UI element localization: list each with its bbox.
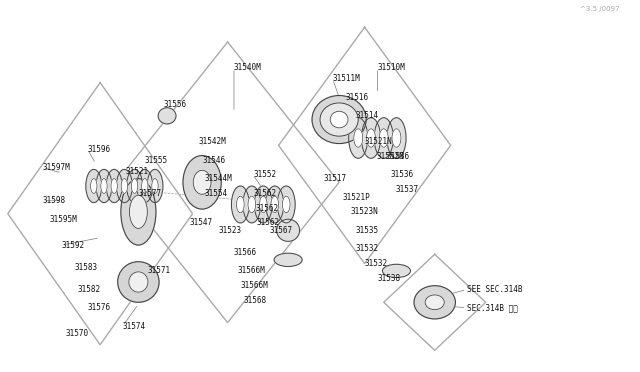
Ellipse shape bbox=[118, 262, 159, 302]
Ellipse shape bbox=[127, 169, 143, 203]
Text: 31523N: 31523N bbox=[351, 207, 378, 217]
Text: 31597M: 31597M bbox=[43, 163, 70, 172]
Text: 31514: 31514 bbox=[355, 111, 378, 121]
Ellipse shape bbox=[131, 179, 138, 193]
Text: 31555: 31555 bbox=[145, 155, 168, 165]
Ellipse shape bbox=[248, 196, 255, 213]
Ellipse shape bbox=[116, 169, 132, 203]
Text: 31562: 31562 bbox=[257, 218, 280, 227]
Ellipse shape bbox=[237, 196, 244, 213]
Text: 31552N: 31552N bbox=[376, 152, 404, 161]
Text: 31571: 31571 bbox=[148, 266, 171, 275]
Text: 31582: 31582 bbox=[78, 285, 101, 294]
Ellipse shape bbox=[193, 170, 211, 194]
Ellipse shape bbox=[121, 179, 156, 245]
Text: ^3.5 /0097: ^3.5 /0097 bbox=[580, 6, 620, 13]
Ellipse shape bbox=[243, 186, 260, 223]
Ellipse shape bbox=[330, 111, 348, 128]
Text: 31540M: 31540M bbox=[234, 63, 262, 72]
Text: 31568: 31568 bbox=[244, 296, 267, 305]
Text: 31542M: 31542M bbox=[199, 137, 227, 146]
Ellipse shape bbox=[362, 118, 381, 158]
Ellipse shape bbox=[276, 219, 300, 241]
Text: SEE SEC.314B: SEE SEC.314B bbox=[467, 285, 522, 294]
Text: 31566: 31566 bbox=[234, 248, 257, 257]
Ellipse shape bbox=[91, 179, 97, 193]
Text: 31535: 31535 bbox=[355, 226, 378, 235]
Text: 31595M: 31595M bbox=[49, 215, 77, 224]
Ellipse shape bbox=[320, 103, 358, 136]
Ellipse shape bbox=[274, 253, 302, 266]
Text: 31554: 31554 bbox=[204, 189, 227, 198]
Ellipse shape bbox=[86, 169, 102, 203]
Text: 31544M: 31544M bbox=[204, 174, 232, 183]
Ellipse shape bbox=[106, 169, 122, 203]
Ellipse shape bbox=[271, 196, 278, 213]
Text: 31562: 31562 bbox=[255, 203, 278, 213]
Ellipse shape bbox=[152, 179, 158, 193]
Ellipse shape bbox=[254, 186, 272, 223]
Ellipse shape bbox=[259, 196, 267, 213]
Text: 31537: 31537 bbox=[395, 185, 419, 194]
Text: 31536: 31536 bbox=[387, 152, 410, 161]
Text: 31538: 31538 bbox=[378, 274, 401, 283]
Text: 31592: 31592 bbox=[62, 241, 85, 250]
Ellipse shape bbox=[96, 169, 112, 203]
Text: 31523: 31523 bbox=[218, 226, 241, 235]
Text: 31566M: 31566M bbox=[241, 281, 268, 290]
Text: 31566M: 31566M bbox=[237, 266, 265, 275]
Ellipse shape bbox=[232, 186, 249, 223]
Text: 31516: 31516 bbox=[346, 93, 369, 102]
Ellipse shape bbox=[282, 196, 290, 213]
Text: 31583: 31583 bbox=[75, 263, 98, 272]
Ellipse shape bbox=[100, 179, 107, 193]
Text: 31532: 31532 bbox=[365, 259, 388, 268]
Text: 31521: 31521 bbox=[125, 167, 148, 176]
Ellipse shape bbox=[425, 295, 444, 310]
Ellipse shape bbox=[147, 169, 163, 203]
Text: 31552: 31552 bbox=[253, 170, 276, 179]
Ellipse shape bbox=[367, 129, 376, 147]
Ellipse shape bbox=[392, 129, 401, 147]
Ellipse shape bbox=[183, 155, 221, 209]
Ellipse shape bbox=[111, 179, 117, 193]
Text: 31532: 31532 bbox=[355, 244, 378, 253]
Ellipse shape bbox=[354, 129, 363, 147]
Ellipse shape bbox=[266, 186, 284, 223]
Text: 31536: 31536 bbox=[390, 170, 413, 179]
Ellipse shape bbox=[277, 186, 295, 223]
Ellipse shape bbox=[158, 108, 176, 124]
Text: 31570: 31570 bbox=[65, 329, 88, 338]
Text: 31596: 31596 bbox=[88, 145, 111, 154]
Text: 31574: 31574 bbox=[122, 322, 145, 331]
Ellipse shape bbox=[414, 286, 456, 319]
Ellipse shape bbox=[129, 195, 147, 228]
Text: 31576: 31576 bbox=[88, 303, 111, 312]
Ellipse shape bbox=[121, 179, 127, 193]
Ellipse shape bbox=[383, 264, 410, 278]
Text: 31546: 31546 bbox=[202, 155, 225, 165]
Text: 31511M: 31511M bbox=[333, 74, 360, 83]
Ellipse shape bbox=[387, 118, 406, 158]
Ellipse shape bbox=[312, 96, 366, 144]
Ellipse shape bbox=[380, 129, 388, 147]
Ellipse shape bbox=[374, 118, 394, 158]
Ellipse shape bbox=[141, 179, 148, 193]
Text: 31510M: 31510M bbox=[378, 63, 405, 72]
Text: 31567: 31567 bbox=[269, 226, 292, 235]
Text: 31517: 31517 bbox=[323, 174, 346, 183]
Text: 31577: 31577 bbox=[138, 189, 161, 198]
Ellipse shape bbox=[129, 272, 148, 292]
Text: 31521N: 31521N bbox=[365, 137, 392, 146]
Text: SEC.314B 参照: SEC.314B 参照 bbox=[467, 303, 517, 312]
Text: 31521P: 31521P bbox=[342, 193, 370, 202]
Text: 31562: 31562 bbox=[253, 189, 276, 198]
Text: 31547: 31547 bbox=[189, 218, 212, 227]
Text: 31598: 31598 bbox=[43, 196, 66, 205]
Ellipse shape bbox=[137, 169, 153, 203]
Ellipse shape bbox=[349, 118, 368, 158]
Text: 31556: 31556 bbox=[164, 100, 187, 109]
